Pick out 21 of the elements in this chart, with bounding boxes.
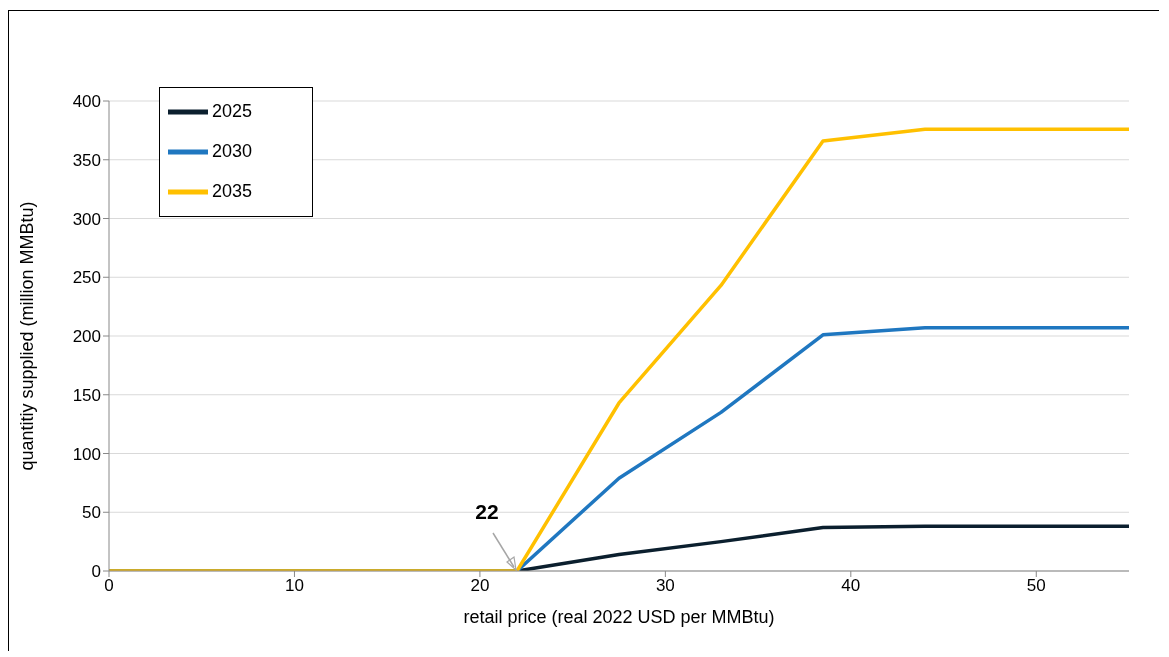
y-tick-label: 150 — [72, 385, 101, 405]
x-tick-label: 30 — [655, 576, 675, 596]
y-tick-label: 50 — [82, 503, 101, 523]
y-axis-title: quantitiy supplied (million MMBtu) — [17, 201, 38, 471]
y-tick-label: 300 — [72, 209, 101, 229]
y-tick-label: 250 — [72, 268, 101, 288]
x-tick-label: 0 — [104, 576, 114, 596]
y-tick-label: 350 — [72, 150, 101, 170]
x-tick-label: 10 — [284, 576, 304, 596]
legend-label: 2025 — [212, 100, 253, 121]
y-tick-label: 100 — [72, 444, 101, 464]
x-tick-label: 40 — [841, 576, 861, 596]
x-axis-title: retail price (real 2022 USD per MMBtu) — [463, 607, 775, 627]
y-tick-label: 0 — [91, 562, 101, 582]
legend-label: 2035 — [212, 180, 253, 201]
y-tick-label: 200 — [72, 327, 101, 347]
x-tick-label: 20 — [470, 576, 490, 596]
legend-label: 2030 — [212, 140, 253, 161]
x-tick-label: 50 — [1026, 576, 1046, 596]
y-tick-label: 400 — [72, 92, 101, 112]
annotation: 22 — [475, 500, 499, 523]
